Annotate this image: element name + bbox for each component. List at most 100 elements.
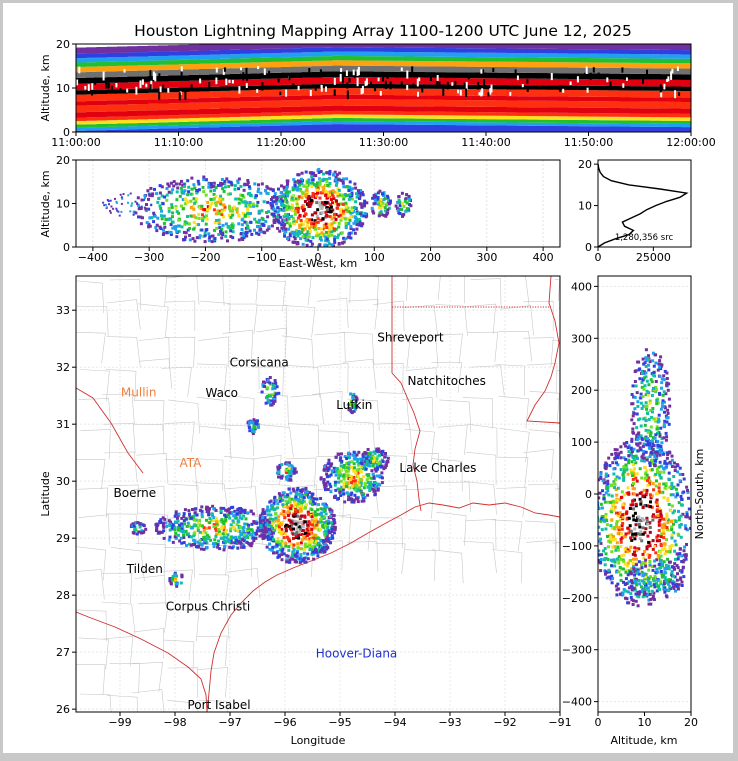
- east-west-cell: [301, 228, 304, 231]
- east-west-cell: [186, 193, 189, 196]
- plan-view-cell: [329, 541, 332, 544]
- plan-view-cell: [242, 514, 245, 517]
- plan-view-cell: [291, 498, 294, 501]
- plan-view-cell: [268, 543, 271, 546]
- plan-view-cell: [325, 473, 328, 476]
- time-altitude-panel: [76, 44, 692, 132]
- time-altitude-cell: [138, 65, 149, 70]
- plan-view-cell: [269, 517, 272, 520]
- time-altitude-cell: [261, 58, 272, 62]
- time-altitude-cell: [138, 104, 149, 111]
- plan-view-cell: [316, 554, 319, 557]
- time-altitude-cell: [609, 90, 620, 97]
- plan-view-cell: [271, 531, 274, 534]
- time-altitude-cell: [384, 88, 395, 95]
- north-south-cell: [607, 457, 610, 460]
- time-altitude-cell: [384, 118, 395, 121]
- time-altitude-cell: [209, 114, 220, 118]
- time-altitude-streak: [154, 73, 156, 81]
- time-altitude-cell: [312, 52, 323, 56]
- east-west-cell: [351, 187, 354, 190]
- time-altitude-streak: [526, 79, 528, 83]
- time-altitude-cell: [220, 44, 231, 50]
- time-altitude-cell: [86, 67, 97, 72]
- plan-view-cell: [162, 529, 165, 532]
- time-altitude-cell: [589, 86, 600, 90]
- time-altitude-cell: [230, 80, 241, 87]
- east-west-cell: [326, 208, 329, 211]
- east-west-cell: [333, 238, 336, 241]
- time-altitude-cell: [548, 53, 559, 57]
- plan-view-cell: [269, 514, 272, 517]
- time-altitude-cell: [630, 127, 641, 132]
- east-west-cell: [342, 210, 345, 213]
- time-altitude-cell: [507, 49, 518, 53]
- time-altitude-cell: [394, 48, 405, 52]
- plan-view-cell: [365, 468, 368, 471]
- time-altitude-cell: [660, 102, 671, 109]
- plan-view-cell: [237, 520, 240, 523]
- east-west-cell: [400, 208, 403, 211]
- plan-view-cell: [373, 493, 376, 496]
- north-south-cell: [671, 505, 674, 508]
- east-west-cell: [283, 219, 286, 222]
- east-west-cell: [345, 206, 348, 209]
- east-west-cell: [115, 208, 117, 210]
- plan-view-cell: [291, 551, 294, 554]
- east-west-xtick-label: −100: [247, 251, 277, 264]
- plan-view-cell: [381, 476, 384, 479]
- time-altitude-xtick-label: 11:40:00: [461, 136, 510, 149]
- plan-view-cell: [224, 519, 227, 522]
- east-west-cell: [248, 185, 251, 188]
- east-west-cell: [337, 203, 340, 206]
- plan-view-cell: [174, 515, 177, 518]
- time-altitude-cell: [168, 103, 179, 110]
- east-west-cell: [198, 217, 201, 220]
- time-altitude-cell: [486, 116, 497, 120]
- time-altitude-cell: [220, 87, 231, 91]
- east-west-cell: [147, 198, 150, 201]
- east-west-cell: [310, 199, 313, 202]
- time-altitude-cell: [179, 103, 190, 110]
- plan-view-cell: [327, 488, 330, 491]
- time-altitude-cell: [599, 54, 610, 58]
- time-altitude-streak: [149, 70, 151, 78]
- plan-view-cell: [336, 498, 339, 501]
- time-altitude-cell: [537, 73, 548, 79]
- east-west-cell: [282, 193, 285, 196]
- plan-view-cell: [260, 524, 263, 527]
- east-west-cell: [397, 209, 400, 212]
- time-altitude-cell: [189, 92, 200, 99]
- east-west-cell: [179, 195, 182, 198]
- east-west-cell: [384, 197, 387, 200]
- plan-view-cell: [345, 457, 348, 460]
- plan-view-cell: [300, 515, 303, 518]
- time-altitude-cell: [332, 118, 343, 121]
- plan-view-cell: [133, 528, 136, 531]
- plan-view-cell: [229, 527, 232, 530]
- time-altitude-streak: [390, 82, 392, 90]
- time-altitude-cell: [189, 118, 200, 122]
- east-west-cell: [294, 237, 297, 240]
- time-altitude-streak: [167, 88, 169, 93]
- plan-view-cell: [254, 422, 257, 425]
- time-altitude-cell: [322, 111, 333, 115]
- plan-view-cell: [285, 529, 288, 532]
- plan-view-cell: [310, 539, 313, 542]
- plan-view-cell: [247, 524, 250, 527]
- time-altitude-cell: [291, 125, 302, 132]
- time-altitude-cell: [619, 101, 630, 108]
- time-altitude-streak: [91, 83, 93, 90]
- plan-view-cell: [322, 539, 325, 542]
- plan-view-cell: [193, 524, 196, 527]
- time-altitude-cell: [322, 118, 333, 121]
- plan-view-cell: [292, 537, 295, 540]
- east-west-cell: [305, 233, 308, 236]
- plan-view-cell: [343, 482, 346, 485]
- plan-view-cell: [353, 451, 356, 454]
- time-altitude-streak: [160, 87, 162, 93]
- east-west-cell: [316, 192, 319, 195]
- plan-view-cell: [187, 532, 190, 535]
- plan-view-cell: [311, 523, 314, 526]
- time-altitude-cell: [281, 48, 292, 52]
